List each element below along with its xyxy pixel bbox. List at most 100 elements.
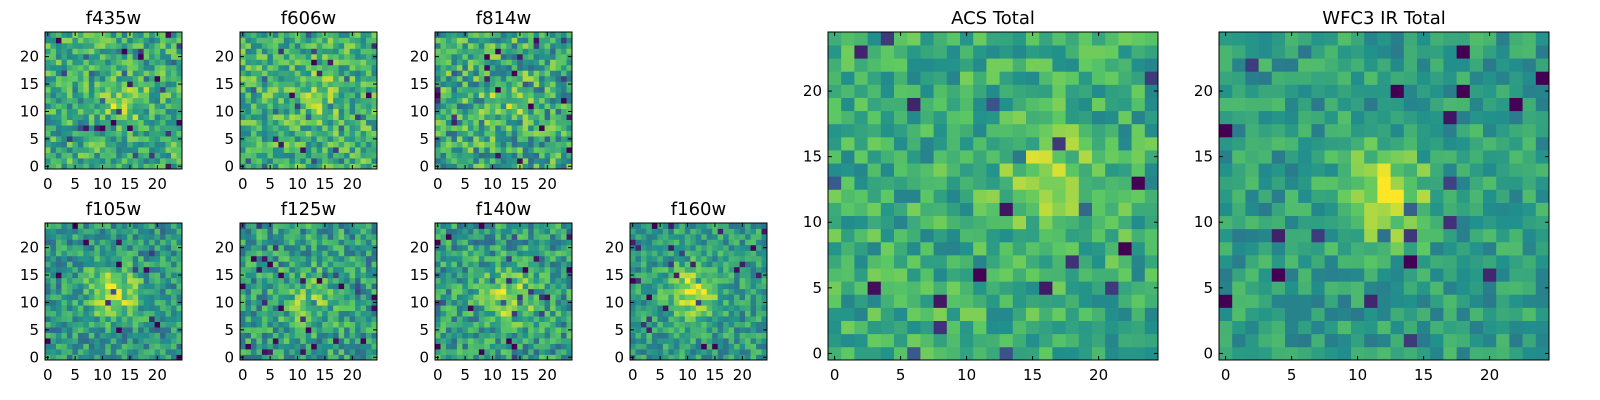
heatmap-cell (1052, 346, 1066, 361)
heatmap-cell (105, 53, 112, 60)
heatmap-cell (267, 250, 274, 257)
heatmap-cell (110, 261, 117, 268)
heatmap-cell (555, 223, 562, 229)
heatmap-cell (761, 288, 768, 295)
heatmap-cell (933, 255, 948, 269)
heatmap-cell (83, 294, 90, 301)
heatmap-cell (1052, 176, 1066, 190)
heatmap-cell (349, 349, 356, 355)
heatmap-cell (55, 70, 62, 77)
heatmap-cell (841, 228, 855, 243)
heatmap-cell (555, 136, 562, 142)
heatmap-cell (316, 59, 323, 66)
heatmap-cell (640, 343, 647, 350)
heatmap-cell (701, 305, 708, 312)
heatmap-cell (61, 294, 68, 301)
heatmap-cell (88, 266, 95, 273)
heatmap-cell (143, 119, 150, 126)
heatmap-cell (555, 125, 562, 131)
heatmap-cell (349, 343, 356, 350)
heatmap-cell (333, 32, 339, 38)
heatmap-cell (327, 343, 334, 350)
heatmap-cell (684, 250, 691, 257)
y-tick-label: 10 (20, 102, 39, 120)
heatmap-cell (267, 103, 274, 110)
heatmap-cell (250, 338, 257, 344)
heatmap-cell (1118, 215, 1132, 230)
heatmap-cell (451, 349, 458, 355)
heatmap-cell (440, 294, 447, 301)
heatmap-cell (83, 310, 90, 317)
heatmap-cell (66, 152, 73, 159)
heatmap-cell (566, 310, 573, 317)
heatmap-cell (717, 261, 724, 268)
heatmap-cell (272, 294, 279, 301)
heatmap-cell (528, 233, 534, 240)
heatmap-cell (555, 130, 562, 137)
heatmap-cell (651, 233, 658, 240)
heatmap-cell (440, 250, 447, 257)
heatmap-cell (256, 136, 263, 142)
heatmap-cell (245, 53, 252, 60)
heatmap-cell (528, 266, 534, 273)
heatmap-cell (756, 316, 762, 322)
heatmap-cell (946, 228, 961, 243)
heatmap-cell (539, 261, 545, 268)
heatmap-cell (154, 310, 161, 317)
heatmap-cell (657, 244, 664, 251)
heatmap-cell (349, 332, 356, 339)
heatmap-cell (116, 283, 123, 290)
heatmap-cell (61, 283, 68, 290)
heatmap-cell (489, 294, 496, 301)
heatmap-cell (684, 283, 691, 290)
heatmap-cell (300, 53, 307, 60)
heatmap-cell (160, 97, 166, 104)
heatmap-cell (555, 327, 562, 333)
heatmap-cell (371, 42, 378, 49)
heatmap-cell (272, 233, 279, 240)
heatmap-cell (550, 136, 556, 142)
heatmap-cell (728, 261, 735, 268)
heatmap-cell (462, 42, 469, 49)
heatmap-cell (701, 294, 708, 301)
heatmap-cell (651, 294, 658, 301)
heatmap-cell (867, 215, 882, 230)
heatmap-cell (289, 233, 296, 240)
heatmap-cell (1065, 346, 1080, 361)
heatmap-cell (300, 75, 307, 82)
heatmap-cell (240, 310, 246, 317)
heatmap-cell (561, 37, 567, 44)
heatmap-cell (435, 316, 441, 322)
heatmap-cell (1012, 215, 1027, 230)
heatmap-cell (283, 42, 290, 49)
heatmap-cell (333, 343, 339, 350)
heatmap-cell (327, 250, 334, 257)
heatmap-cell (500, 294, 507, 301)
heatmap-cell (149, 86, 155, 93)
heatmap-cell (854, 215, 868, 230)
heatmap-cell (484, 64, 491, 71)
heatmap-cell (116, 316, 123, 322)
heatmap-cell (484, 228, 491, 235)
heatmap-cell (750, 338, 757, 344)
heatmap-cell (960, 228, 974, 243)
heatmap-cell (690, 244, 697, 251)
heatmap-cell (679, 305, 686, 312)
heatmap-cell (245, 250, 252, 257)
heatmap-cell (165, 277, 172, 284)
heatmap-cell (171, 310, 177, 317)
heatmap-cell (366, 299, 372, 306)
heatmap-cell (245, 305, 252, 312)
y-tick-label: 15 (215, 266, 234, 284)
heatmap-cell (561, 338, 567, 344)
heatmap-cell (50, 86, 57, 93)
heatmap-cell (517, 53, 524, 60)
heatmap-cell (355, 283, 361, 290)
heatmap-cell (544, 294, 551, 301)
heatmap-cell (138, 32, 144, 38)
heatmap-cell (349, 255, 356, 262)
heatmap-cell (555, 81, 562, 88)
heatmap-cell (294, 86, 301, 93)
heatmap-cell (366, 32, 372, 38)
heatmap-cell (355, 147, 361, 153)
